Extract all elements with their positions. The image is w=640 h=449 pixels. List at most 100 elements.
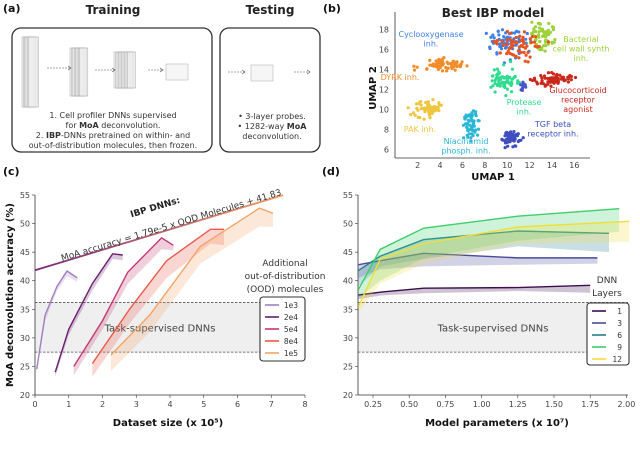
umap-point <box>488 46 492 51</box>
umap-point <box>547 32 551 37</box>
umap-cluster-label: PAK inh. <box>404 125 436 134</box>
umap-point <box>510 135 514 140</box>
umap-point <box>509 31 513 35</box>
text-part: out-of-distribution molecules, then froz… <box>29 141 197 150</box>
umap-point <box>445 60 449 64</box>
umap-point <box>440 57 444 62</box>
umap-point <box>428 63 432 67</box>
y-tick-label: 20 <box>20 391 30 400</box>
y-tick-label: 45 <box>343 248 353 257</box>
panel-label-d: (d) <box>322 165 340 178</box>
umap-point <box>465 64 469 68</box>
umap-point <box>465 114 469 119</box>
arrowhead-icon <box>241 69 246 75</box>
testing-box <box>219 27 321 153</box>
testing-title: Testing <box>246 3 295 17</box>
fit-line <box>34 194 284 272</box>
umap-point <box>450 67 454 71</box>
umap-point <box>503 139 507 143</box>
umap-point <box>524 41 528 45</box>
umap-point <box>412 111 416 115</box>
umap-point <box>416 115 420 119</box>
panel-label-a: (a) <box>3 2 20 15</box>
umap-x-tick: 2 <box>415 161 420 170</box>
umap-point <box>502 63 506 67</box>
text-part: • 3-layer probes. <box>238 112 306 121</box>
umap-point <box>532 40 537 44</box>
baseline-band <box>358 302 628 353</box>
umap-point <box>552 40 556 44</box>
umap-point <box>492 68 496 72</box>
umap-point <box>435 65 439 69</box>
umap-point <box>477 119 481 123</box>
umap-point <box>460 60 464 64</box>
umap-point <box>573 75 578 80</box>
umap-x-tick: 6 <box>460 161 465 170</box>
umap-point <box>465 126 469 130</box>
d-legend-title-1: DNN <box>597 276 617 286</box>
fit-title: IBP DNNs: <box>129 196 181 220</box>
description-line: • 1282-way MoA <box>238 122 308 131</box>
series-band-9 <box>358 208 620 298</box>
arrowhead-icon <box>306 69 311 75</box>
umap-point <box>556 81 560 85</box>
umap-point <box>491 84 495 88</box>
x-tick-label: 0 <box>32 400 37 409</box>
umap-point <box>426 109 430 113</box>
umap-point <box>510 90 514 94</box>
umap-x-tick: 12 <box>525 161 535 170</box>
umap-point <box>444 65 448 70</box>
text-part: deconvolution. <box>242 132 301 141</box>
legend-label-1e5: 1e5 <box>284 349 298 358</box>
umap-point <box>497 33 501 37</box>
umap-point <box>414 102 419 106</box>
umap-point <box>549 84 553 88</box>
umap-point <box>455 60 459 64</box>
description-line: 2. IBP-DNNs pretrained on within- and <box>36 131 190 140</box>
legend-label-5e4: 5e4 <box>284 325 298 334</box>
umap-y-tick: 8 <box>384 125 389 134</box>
umap-x-tick: 16 <box>569 161 579 170</box>
y-tick-label: 35 <box>343 305 353 314</box>
umap-cluster-label: cell wall synth <box>553 45 610 54</box>
umap-cluster-label: Protease <box>507 98 542 107</box>
text-part: deconvolution. <box>99 121 161 130</box>
umap-point <box>533 25 538 29</box>
umap-point <box>558 73 562 77</box>
umap-point <box>537 26 542 30</box>
umap-point <box>537 35 541 39</box>
umap-point <box>493 90 497 94</box>
arrowhead-icon <box>111 67 116 73</box>
description-line: out-of-distribution molecules, then froz… <box>29 141 197 150</box>
umap-point <box>476 127 481 131</box>
c-legend-title-2: out-of-distribution <box>245 272 326 282</box>
umap-point <box>510 67 514 71</box>
umap-point <box>521 35 525 39</box>
umap-point <box>492 36 496 40</box>
umap-point <box>501 43 505 48</box>
umap-point <box>511 145 515 149</box>
umap-point <box>412 64 416 68</box>
umap-point <box>469 114 473 118</box>
umap-cluster-label: inh. <box>424 40 439 49</box>
umap-point <box>430 63 434 68</box>
umap-point <box>521 80 525 84</box>
umap-point <box>484 31 488 35</box>
umap-point <box>505 52 509 56</box>
umap-point <box>534 35 538 39</box>
panel-b-umap: Best IBP model 2 4 6 8 10 12 14 16681012141618 … <box>368 6 609 183</box>
umap-y-tick: 10 <box>379 105 389 114</box>
umap-point <box>489 35 493 40</box>
y-tick-label: 55 <box>20 191 30 200</box>
umap-x-tick: 14 <box>547 161 557 170</box>
umap-point <box>514 144 518 148</box>
umap-cluster-label: receptor inh. <box>527 130 578 139</box>
y-tick-label: 45 <box>20 248 30 257</box>
umap-point <box>512 130 516 134</box>
umap-point <box>509 41 513 45</box>
series-line-1 <box>358 284 591 296</box>
umap-point <box>509 132 513 136</box>
umap-point <box>503 46 508 50</box>
umap-point <box>528 37 532 41</box>
umap-point <box>433 109 437 113</box>
